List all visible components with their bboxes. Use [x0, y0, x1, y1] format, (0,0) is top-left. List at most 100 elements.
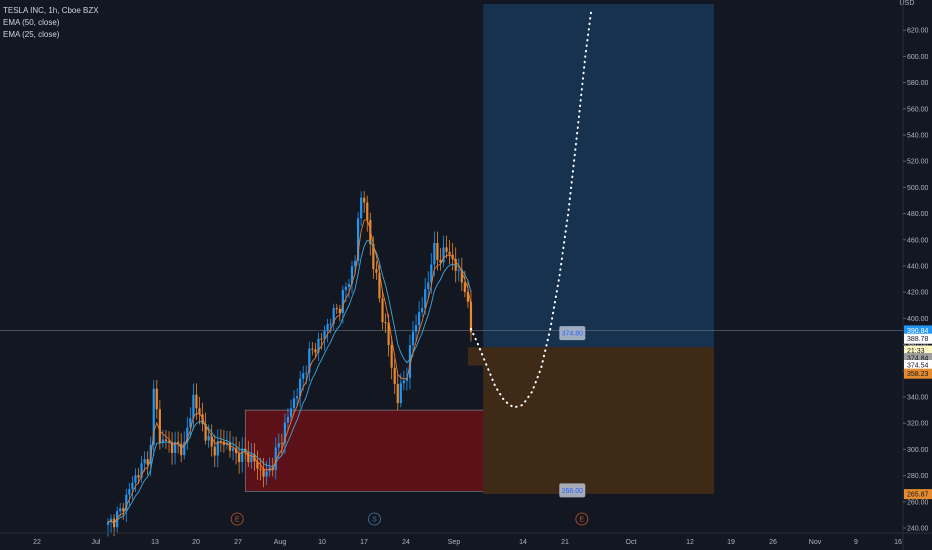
currency-label: USD [900, 0, 915, 7]
candle-body [128, 489, 131, 495]
candle-body [445, 247, 448, 252]
candle-body [457, 269, 460, 271]
candle-body [393, 367, 396, 385]
candle-body [448, 251, 451, 255]
price-tick-label: 460.00 [907, 237, 929, 244]
time-tick-label: 22 [33, 539, 41, 546]
candle-body [405, 377, 408, 381]
candle-body [256, 461, 259, 469]
candle-body [155, 388, 158, 410]
candle-body [235, 448, 238, 454]
candle-body [363, 197, 366, 203]
price-tick-label: 240.00 [907, 526, 929, 533]
candle-body [350, 266, 354, 284]
candle-body [195, 394, 198, 409]
ema25-line [107, 219, 472, 524]
price-tag [904, 325, 932, 336]
candle-body [259, 468, 262, 470]
time-tick-label: 24 [402, 539, 410, 546]
candle-body [424, 289, 427, 309]
candle-body [241, 448, 244, 463]
candle-body [204, 424, 207, 441]
projection-layer [469, 8, 593, 409]
candle-body [338, 309, 341, 314]
candle-body [198, 408, 201, 415]
candle-body [460, 269, 463, 283]
price-tick-label: 420.00 [907, 290, 929, 297]
candle-body [265, 471, 268, 477]
price-tag [904, 368, 932, 379]
candle-body [177, 441, 180, 444]
candle-body [375, 269, 378, 273]
candle-body [170, 442, 174, 453]
price-tag-label: 374.54 [907, 363, 929, 370]
price-tick-label: 280.00 [907, 473, 929, 480]
candle-body [131, 482, 134, 490]
time-axis[interactable]: 22 Jul 13 20 27 Aug 10 17 24 Sep 14 21 Oct 12 19 26 Nov 9… [0, 532, 932, 546]
candle-body [390, 345, 393, 368]
ema50-legend[interactable]: EMA (50, close) [3, 18, 60, 27]
symbol-title[interactable]: TESLA INC, 1h, Cboe BZX [3, 6, 99, 15]
price-tag-label: 374.84 [907, 355, 929, 362]
chart-legend: TESLA INC, 1h, Cboe BZX EMA (50, close) … [3, 5, 99, 41]
candle-body [262, 468, 265, 477]
time-tick-label: 17 [360, 539, 368, 546]
price-tag-label: 390.84 [907, 328, 929, 335]
candle-body [408, 345, 412, 378]
candle-body [143, 459, 146, 464]
time-tick-label: 27 [234, 539, 242, 546]
candle-body [314, 349, 317, 353]
candle-body [183, 442, 186, 456]
price-tick-label: 440.00 [907, 264, 929, 271]
event-marker-icon [575, 512, 589, 526]
candle-body [140, 463, 143, 478]
price-tick-label: 300.00 [907, 447, 929, 454]
candle-body [396, 384, 399, 404]
price-callout-label: 374.80 [562, 331, 584, 338]
candle-body [186, 427, 189, 443]
candle-body [302, 373, 305, 379]
candle-body [402, 380, 405, 384]
price-tag-label: 388.78 [907, 336, 929, 343]
candle-body [158, 409, 161, 443]
candle-body [329, 323, 332, 325]
price-tag [904, 352, 932, 363]
time-tick-label: 9 [854, 539, 858, 546]
time-tick-label: 13 [151, 539, 159, 546]
candle-body [228, 442, 232, 451]
price-tick-label: 580.00 [907, 80, 929, 87]
time-tick-label: Aug [274, 539, 287, 546]
time-tick-label: 21 [561, 539, 569, 546]
candle-body [213, 446, 216, 456]
candle-body [421, 308, 424, 313]
time-tick-label: Jul [92, 539, 101, 546]
candle-body [286, 416, 290, 423]
candle-body [180, 443, 183, 456]
candle-body [305, 372, 308, 374]
candle-body [433, 243, 436, 265]
candle-body [216, 440, 219, 456]
ema50-line [107, 239, 472, 524]
candle-body [369, 219, 372, 244]
price-tag [904, 345, 932, 356]
candle-body [219, 440, 222, 442]
candle-body [201, 414, 204, 425]
candle-body [418, 312, 421, 326]
time-tick-label: Oct [626, 539, 637, 546]
candle-body [174, 441, 177, 453]
candle-body [378, 272, 381, 299]
candle-body [247, 452, 250, 463]
candle-body [296, 396, 299, 399]
candle-body [323, 331, 326, 339]
ema25-legend[interactable]: EMA (25, close) [3, 30, 60, 39]
candle-body [341, 290, 344, 314]
event-marker-label: E [580, 517, 585, 524]
candle-body [353, 260, 357, 267]
time-tick-label: Nov [809, 539, 822, 546]
candle-body [439, 259, 442, 263]
price-axis[interactable]: USD 240.00 260.00 280.00 300.00 320.00 340.00… [900, 0, 932, 550]
candle-body [317, 338, 320, 353]
candle-body [280, 443, 283, 445]
